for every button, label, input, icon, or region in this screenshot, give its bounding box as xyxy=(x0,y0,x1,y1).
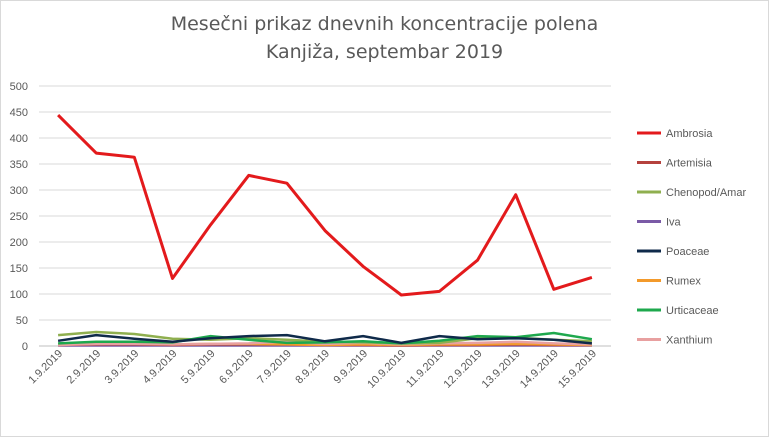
gridlines xyxy=(39,85,611,347)
y-tick-label: 200 xyxy=(10,237,28,249)
y-tick-label: 250 xyxy=(10,211,28,223)
x-tick-label: 6.9.2019 xyxy=(217,348,256,387)
x-tick-label: 5.9.2019 xyxy=(179,348,218,387)
y-tick-label: 0 xyxy=(22,341,28,353)
legend-label: Artemisia xyxy=(666,158,713,170)
legend-label: Ambrosia xyxy=(666,128,713,140)
y-axis-ticks: 0 50 100 150 200 250 300 350 400 450 500 xyxy=(10,81,28,353)
x-tick-label: 11.9.2019 xyxy=(404,348,447,391)
x-tick-label: 3.9.2019 xyxy=(103,348,142,387)
y-tick-label: 50 xyxy=(16,315,28,327)
chart-subtitle: Kanjiža, septembar 2019 xyxy=(265,41,504,63)
x-tick-label: 12.9.2019 xyxy=(442,348,485,391)
x-tick-label: 2.9.2019 xyxy=(65,348,104,387)
series-line-ambrosia xyxy=(57,114,593,297)
y-tick-label: 300 xyxy=(10,185,28,197)
y-tick-label: 450 xyxy=(10,107,28,119)
x-tick-label: 13.9.2019 xyxy=(480,348,523,391)
x-tick-label: 10.9.2019 xyxy=(365,348,408,391)
x-tick-label: 14.9.2019 xyxy=(518,348,561,391)
y-tick-label: 500 xyxy=(10,81,28,93)
legend-label: Rumex xyxy=(666,276,701,288)
x-tick-label: 4.9.2019 xyxy=(141,348,180,387)
series-line-xanthium xyxy=(58,340,592,347)
x-tick-label: 9.9.2019 xyxy=(331,348,370,387)
series-lines xyxy=(57,114,593,347)
legend-label: Iva xyxy=(666,217,682,229)
y-tick-label: 100 xyxy=(10,289,28,301)
y-tick-label: 400 xyxy=(10,133,28,145)
y-tick-label: 350 xyxy=(10,159,28,171)
x-tick-label: 8.9.2019 xyxy=(293,348,332,387)
x-axis-ticks: 1.9.2019 2.9.2019 3.9.2019 4.9.2019 5.9.2019… xyxy=(26,348,599,391)
legend-label: Urticaceae xyxy=(666,305,719,317)
legend: Ambrosia Artemisia Chenopod/Amar Iva Poaceae… xyxy=(637,128,746,347)
x-tick-label: 15.9.2019 xyxy=(556,348,599,391)
chart-title: Mesečni prikaz dnevnih koncentracije pol… xyxy=(170,13,599,35)
legend-label: Chenopod/Amar xyxy=(666,187,746,199)
legend-label: Poaceae xyxy=(666,246,709,258)
legend-label: Xanthium xyxy=(666,335,712,347)
x-tick-label: 1.9.2019 xyxy=(26,348,65,387)
x-tick-label: 7.9.2019 xyxy=(255,348,294,387)
y-tick-label: 150 xyxy=(10,263,28,275)
series-line-poaceae xyxy=(57,333,593,345)
